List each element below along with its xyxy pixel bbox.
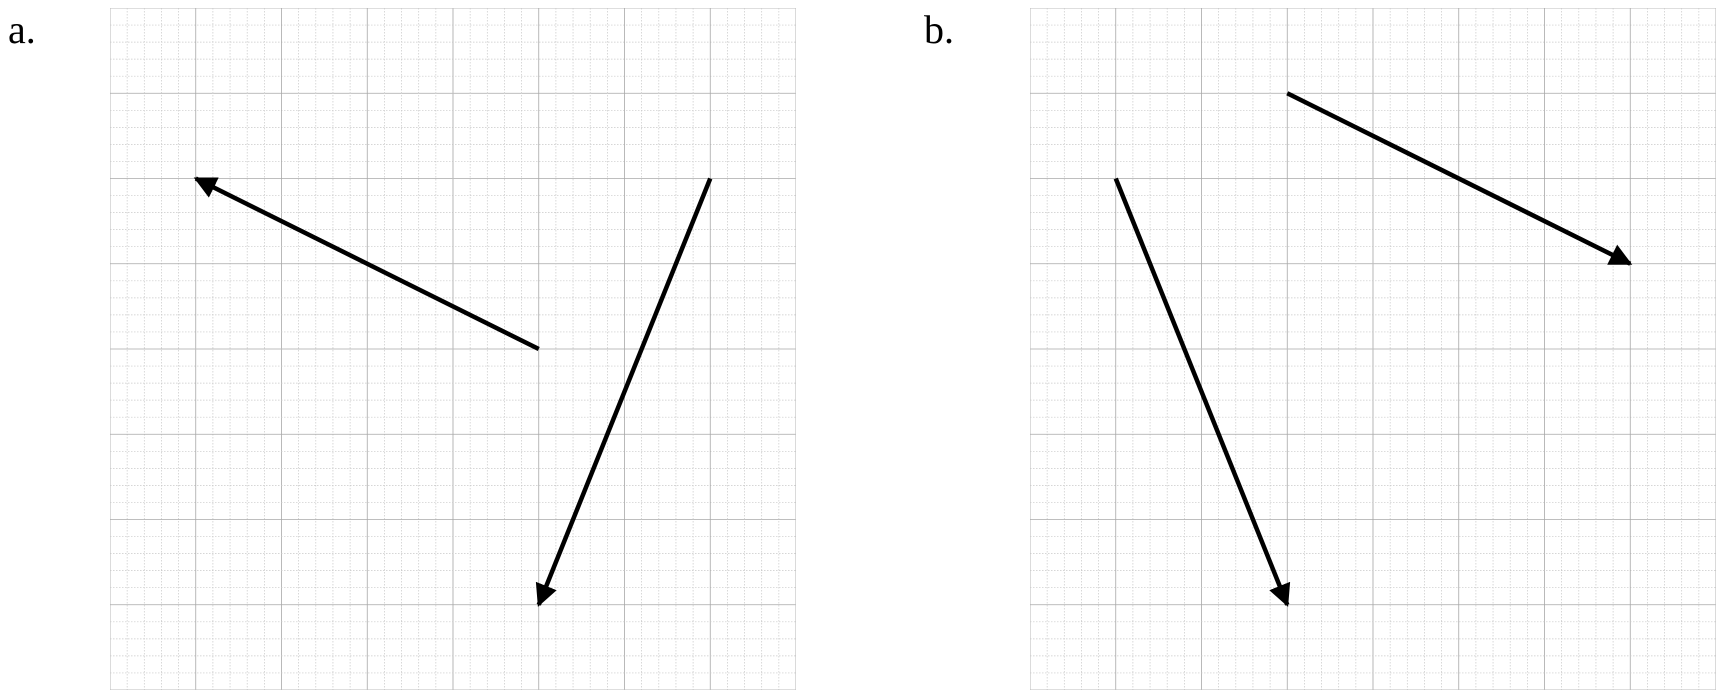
panel-label-b: b. [924, 7, 954, 52]
panel-label-a: a. [8, 7, 36, 52]
grid-lines [110, 8, 796, 690]
vector-arrow-2 [1113, 177, 1291, 607]
vector-arrow-1 [1286, 91, 1633, 266]
vector-arrow-2 [535, 177, 713, 607]
vector-arrow-1 [193, 176, 540, 352]
grid-panel-b [1030, 8, 1716, 690]
grid-panel-a [110, 8, 796, 690]
grid-lines [1030, 8, 1716, 690]
